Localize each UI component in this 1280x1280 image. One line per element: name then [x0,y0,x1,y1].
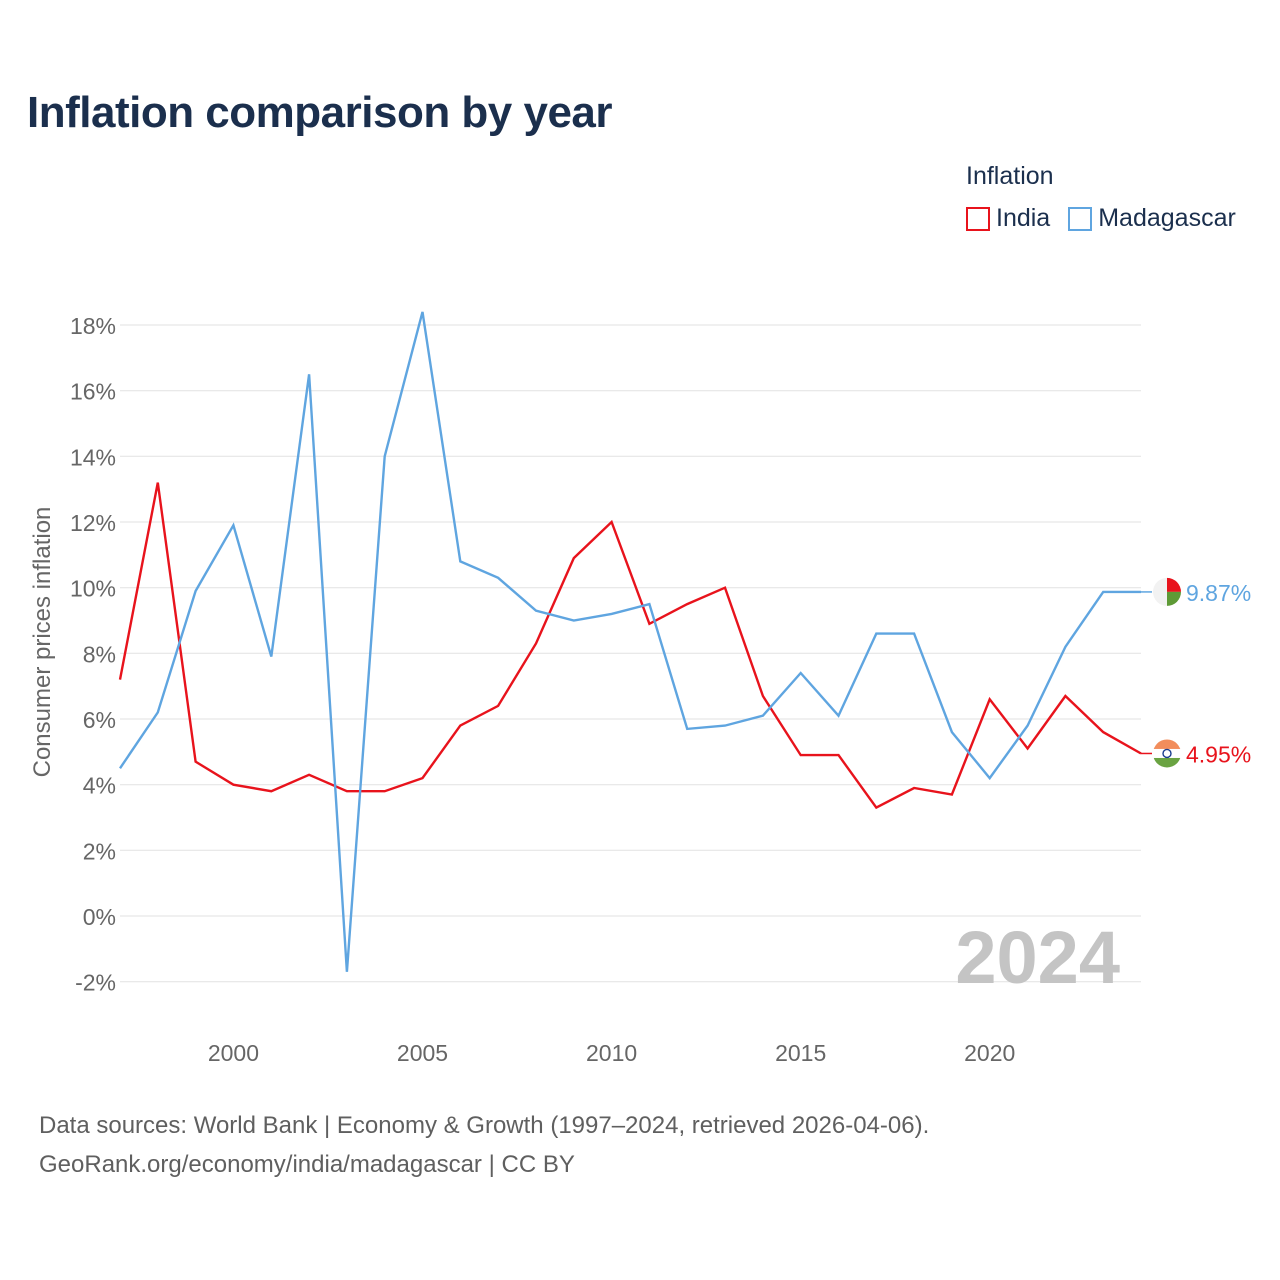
y-tick-label: 18% [70,313,116,339]
end-value-label-india: 4.95% [1186,741,1251,767]
y-tick-label: 4% [83,773,116,799]
year-watermark: 2024 [955,916,1120,999]
legend: India Madagascar [966,204,1236,233]
legend-swatch-india [966,206,990,231]
x-tick-label: 2020 [964,1040,1015,1066]
y-axis-label: Consumer prices inflation [29,507,56,778]
legend-title: Inflation [966,162,1054,190]
x-tick-label: 2015 [775,1040,826,1066]
y-tick-label: 14% [70,444,116,470]
y-tick-label: 0% [83,904,116,930]
x-tick-label: 2000 [208,1040,259,1066]
y-tick-label: 8% [83,641,116,667]
y-tick-label: 2% [83,838,116,864]
legend-label-india: India [996,204,1051,232]
legend-item-madagascar[interactable]: Madagascar [1068,204,1236,233]
legend-item-india[interactable]: India [966,204,1050,233]
y-tick-label: 16% [70,379,116,405]
attribution-link[interactable]: GeoRank.org/economy/india/madagascar | C… [39,1151,575,1178]
y-tick-label: 10% [70,576,116,602]
y-tick-label: 6% [83,707,116,733]
flag-icon-india [1153,739,1181,768]
y-tick-label: -2% [75,970,116,996]
x-tick-label: 2005 [397,1040,448,1066]
series-line-madagascar[interactable] [119,311,1141,972]
y-tick-label: 12% [70,510,116,536]
data-source-note: Data sources: World Bank | Economy & Gro… [39,1112,930,1139]
legend-label-madagascar: Madagascar [1098,204,1236,232]
series-line-india[interactable] [118,482,1142,810]
legend-swatch-madagascar [1068,206,1093,231]
end-value-label-madagascar: 9.87% [1186,580,1251,606]
flag-icon-madagascar [1153,577,1181,606]
x-tick-label: 2010 [586,1040,637,1066]
footer: Data sources: World Bank | Economy & Gro… [39,1106,929,1184]
chart-title: Inflation comparison by year [27,88,613,137]
